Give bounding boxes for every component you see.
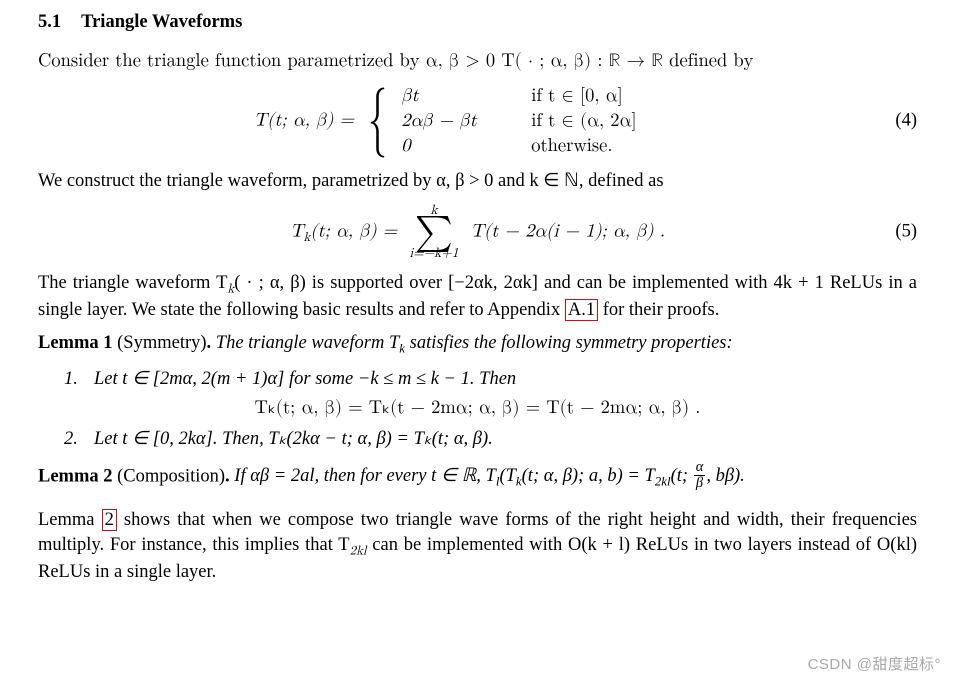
frac-d: β [694, 476, 705, 491]
p3a: The triangle waveform T [38, 273, 227, 293]
eq4-number: (4) [895, 109, 917, 134]
eq4-c1c: if t ∈ [0, α] [531, 84, 701, 109]
l2-ba: If αβ = 2al, then for every t ∈ ℝ, T [234, 466, 496, 486]
list-item-1: 1.Let t ∈ [2mα, 2(m + 1)α] for some −k ≤… [98, 367, 917, 421]
section-heading: 5.1 Triangle Waveforms [38, 10, 917, 35]
lemma1-paren: (Symmetry) [117, 333, 206, 353]
lemma2-dot: . [225, 466, 234, 486]
lemma1-ba: The triangle waveform T [216, 333, 399, 353]
p4a: Lemma [38, 510, 102, 530]
l2-bc: (t; α, β); a, b) = T [522, 466, 655, 486]
eq5-number: (5) [895, 220, 917, 245]
list-item-2: 2.Let t ∈ [0, 2kα]. Then, Tₖ(2kα − t; α,… [98, 427, 917, 452]
p3c: for their proofs. [598, 300, 719, 320]
li1-text: Let t ∈ [2mα, 2(m + 1)α] for some −k ≤ m… [94, 369, 516, 389]
eq4-lhs: T(t; α, β) = [254, 110, 360, 129]
eq5-sum-bot: i=−k+1 [409, 247, 458, 261]
watermark: CSDN @甜度超标° [808, 653, 941, 674]
lemma-ref-link[interactable]: 2 [102, 509, 117, 531]
lemma1-list: 1.Let t ∈ [2mα, 2(m + 1)α] for some −k ≤… [38, 367, 917, 452]
eq5-lhs-T: T [290, 221, 303, 240]
li1-equation: Tₖ(t; α, β) = Tₖ(t − 2mα; α, β) = T(t − … [38, 396, 917, 421]
lemma2-head: Lemma 2 [38, 466, 117, 486]
lemma1-bb: satisfies the following symmetry propert… [405, 333, 733, 353]
p1-text: Consider the triangle function parametri… [38, 51, 753, 70]
l2-s2kl: 2kl [655, 474, 671, 489]
li2-text: Let t ∈ [0, 2kα]. Then, Tₖ(2kα − t; α, β… [94, 429, 493, 449]
p4-sub: 2kl [350, 545, 367, 558]
lemma1-head: Lemma 1 [38, 333, 117, 353]
paper-page: 5.1 Triangle Waveforms Consider the trian… [0, 0, 955, 603]
equation-4: T(t; α, β) = { βtif t ∈ [0, α] 2αβ − βti… [38, 84, 917, 159]
lemma-2: Lemma 2 (Composition). If αβ = 2al, then… [38, 462, 917, 492]
paragraph-2: We construct the triangle waveform, para… [38, 169, 917, 194]
paragraph-3: The triangle waveform Tk( · ; α, β) is s… [38, 271, 917, 323]
summation-icon: k ∑ i=−k+1 [409, 204, 458, 261]
section-number: 5.1 [38, 10, 61, 35]
li1-num: 1. [64, 367, 94, 392]
eq4-cases: βtif t ∈ [0, α] 2αβ − βtif t ∈ (α, 2α] 0… [401, 84, 701, 159]
section-title: Triangle Waveforms [81, 12, 242, 32]
appendix-ref-link[interactable]: A.1 [565, 299, 598, 321]
fraction-icon: αβ [694, 460, 706, 490]
l2-be: , bβ). [706, 466, 745, 486]
paragraph-1: Consider the triangle function parametri… [38, 49, 917, 74]
eq4-c3e: 0 [401, 134, 531, 159]
frac-n: α [694, 460, 706, 476]
eq4-c2c: if t ∈ (α, 2α] [531, 109, 701, 134]
eq5-summand: T(t − 2α(i − 1); α, β) . [471, 221, 665, 240]
lemma2-paren: (Composition) [117, 466, 225, 486]
lemma-1: Lemma 1 (Symmetry). The triangle wavefor… [38, 331, 917, 357]
equation-5: Tk(t; α, β) = k ∑ i=−k+1 T(t − 2α(i − 1)… [38, 204, 917, 261]
l2-bb: (T [499, 466, 515, 486]
eq4-c2e: 2αβ − βt [401, 109, 531, 134]
eq5-lhs-rest: (t; α, β) = [310, 221, 403, 240]
lemma1-dot: . [207, 333, 216, 353]
li2-num: 2. [64, 427, 94, 452]
paragraph-4: Lemma 2 shows that when we compose two t… [38, 508, 917, 585]
eq4-c1e: βt [401, 84, 531, 109]
eq4-c3c: otherwise. [531, 134, 701, 159]
l2-bd: (t; [671, 466, 693, 486]
eq4-brace: { βtif t ∈ [0, α] 2αβ − βtif t ∈ (α, 2α]… [360, 84, 701, 159]
